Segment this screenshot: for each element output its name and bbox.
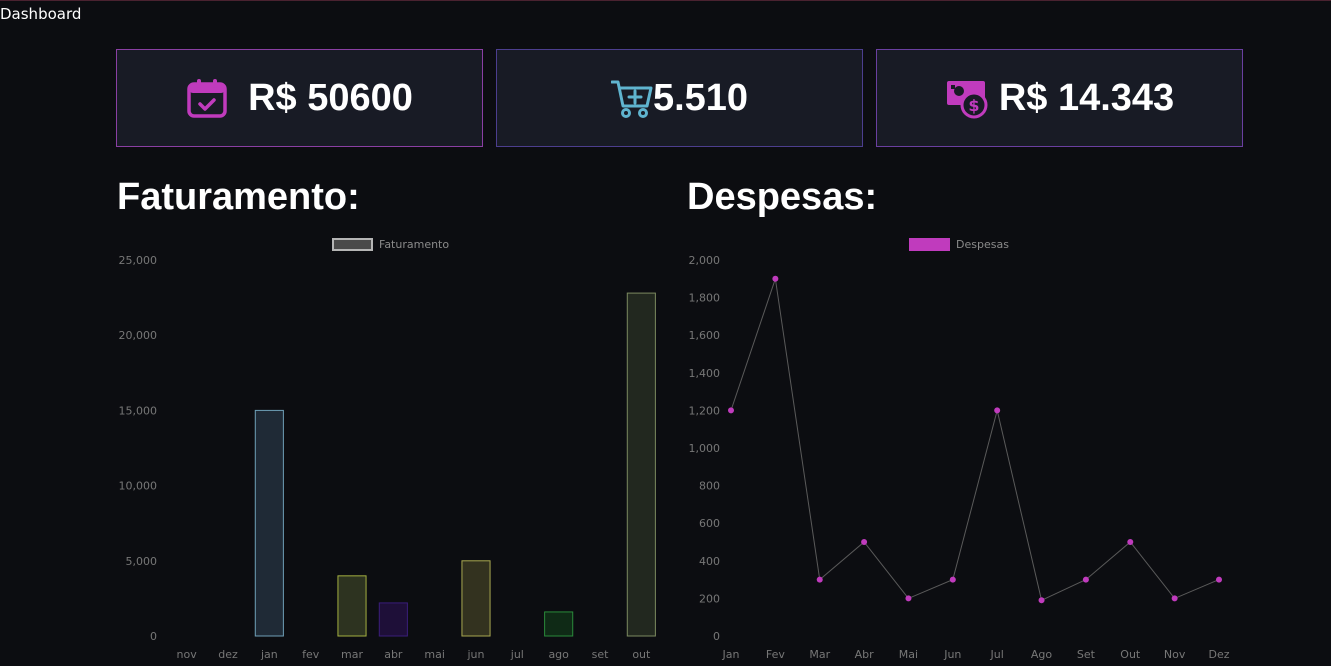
- x-tick-label: abr: [384, 648, 403, 661]
- y-tick-label: 0: [713, 630, 720, 643]
- revenue-section-title: Faturamento:: [117, 176, 360, 218]
- expenses-line-chart: Despesas 0 200 400 600 800 1,000 1,200 1,400 1,60…: [689, 238, 1230, 661]
- x-tick-label: Ago: [1031, 648, 1053, 661]
- series-line-despesas: [730, 278, 1220, 601]
- revenue-total-value: R$ 50600: [248, 76, 413, 119]
- y-tick-label: 20,000: [119, 329, 158, 342]
- point-Mai: [905, 595, 912, 602]
- y-tick-label: 1,400: [689, 367, 721, 380]
- x-tick-label: Out: [1120, 648, 1141, 661]
- y-tick-label: 400: [699, 555, 720, 568]
- x-tick-label: mar: [341, 648, 363, 661]
- expenses-total-value: R$ 14.343: [998, 76, 1175, 119]
- y-tick-label: 15,000: [119, 404, 158, 417]
- expenses-section-title: Despesas:: [687, 176, 878, 218]
- y-tick-label: 1,800: [689, 292, 721, 305]
- y-tick-label: 1,200: [689, 404, 721, 417]
- bar-jan: [254, 409, 284, 637]
- x-tick-label: jan: [260, 648, 278, 661]
- x-tick-label: out: [632, 648, 651, 661]
- bar-ago: [544, 611, 574, 637]
- expenses-total-card: $ R$ 14.343: [876, 49, 1243, 147]
- calendar-check-icon: [186, 77, 228, 119]
- point-Mar: [816, 576, 823, 583]
- y-tick-label: 600: [699, 517, 720, 530]
- x-tick-label: Mar: [809, 648, 830, 661]
- x-tick-label: ago: [548, 648, 569, 661]
- point-Dez: [1216, 576, 1222, 583]
- y-tick-label: 1,000: [689, 442, 721, 455]
- y-tick-label: 0: [150, 630, 157, 643]
- point-Nov: [1171, 595, 1178, 602]
- y-tick-label: 25,000: [119, 254, 158, 267]
- bar-legend: Faturamento: [332, 238, 449, 251]
- x-tick-label: set: [592, 648, 609, 661]
- revenue-bar-chart: Faturamento 0 5,000 10,000 15,000 20,000 25,00…: [119, 238, 656, 661]
- x-tick-label: Jul: [990, 648, 1004, 661]
- legend-swatch-faturamento: [332, 238, 373, 251]
- revenue-total-card: R$ 50600: [116, 49, 483, 147]
- x-tick-label: fev: [302, 648, 320, 661]
- x-tick-label: Nov: [1164, 648, 1186, 661]
- bar-abr: [378, 602, 408, 637]
- x-tick-label: mai: [424, 648, 445, 661]
- bar-mar: [337, 575, 367, 637]
- x-tick-label: Abr: [855, 648, 875, 661]
- line-legend: Despesas: [909, 238, 1009, 251]
- point-Abr: [861, 539, 868, 545]
- x-tick-label: jun: [467, 648, 485, 661]
- money-bill-icon: $: [945, 77, 989, 119]
- svg-text:$: $: [968, 96, 979, 115]
- x-tick-label: Jan: [722, 648, 740, 661]
- x-tick-label: jul: [510, 648, 524, 661]
- x-tick-label: Set: [1077, 648, 1096, 661]
- y-tick-label: 800: [699, 480, 720, 493]
- point-Jun: [949, 576, 956, 583]
- cart-plus-icon: [610, 77, 653, 119]
- x-tick-label: Mai: [899, 648, 918, 661]
- point-Jan: [728, 407, 734, 414]
- point-Out: [1127, 539, 1134, 545]
- x-tick-label: Jun: [943, 648, 961, 661]
- top-bar: Dashboard: [0, 0, 1331, 30]
- app-title: Dashboard: [0, 5, 82, 23]
- bar-out: [626, 292, 656, 637]
- x-tick-label: nov: [177, 648, 198, 661]
- x-tick-label: Fev: [766, 648, 785, 661]
- legend-swatch-despesas: [909, 238, 950, 251]
- y-tick-label: 1,600: [689, 329, 721, 342]
- point-Set: [1082, 576, 1089, 583]
- sales-count-card: 5.510: [496, 49, 863, 147]
- y-tick-label: 200: [699, 592, 720, 605]
- x-tick-label: Dez: [1208, 648, 1229, 661]
- point-Fev: [772, 275, 779, 282]
- legend-label-faturamento: Faturamento: [379, 238, 449, 251]
- point-Jul: [994, 407, 1001, 414]
- y-tick-label: 2,000: [689, 254, 721, 267]
- x-tick-label: dez: [218, 648, 238, 661]
- y-tick-label: 5,000: [126, 555, 158, 568]
- legend-label-despesas: Despesas: [956, 238, 1009, 251]
- y-tick-label: 10,000: [119, 480, 158, 493]
- bar-jun: [461, 560, 491, 637]
- sales-count-value: 5.510: [652, 76, 749, 119]
- point-Ago: [1038, 597, 1045, 604]
